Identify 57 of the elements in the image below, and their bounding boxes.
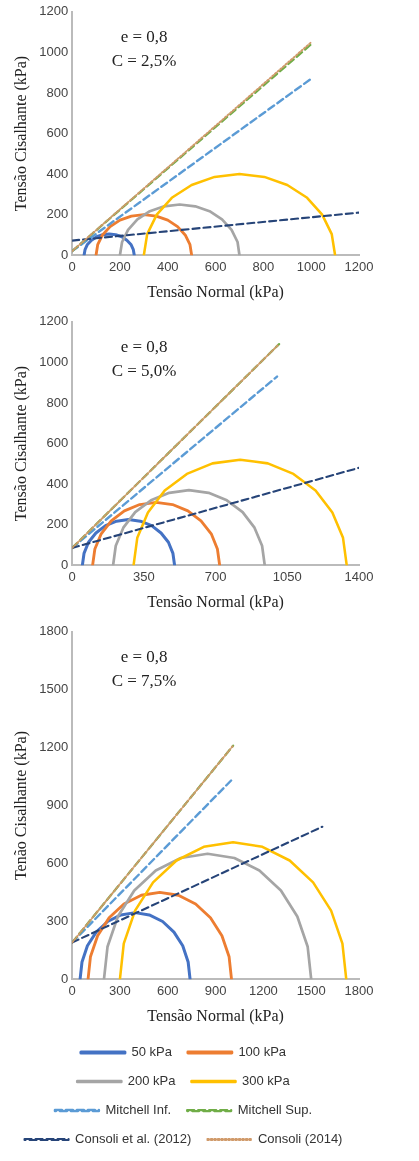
x-tick-label: 200 [109,258,131,274]
x-tick-label: 1050 [272,568,302,584]
x-tick-label: 700 [204,568,227,584]
y-tick-label: 1000 [39,43,69,59]
x-tick-label: 350 [132,568,155,584]
x-tick-label: 300 [109,982,131,998]
y-tick-label: 800 [46,84,69,100]
x-tick-label: 1400 [344,568,374,584]
y-tick-label: 800 [46,394,69,410]
y-tick-label: 0 [60,246,69,262]
y-tick-label: 200 [46,516,69,532]
y-tick-label: 400 [46,475,69,491]
x-tick-label: 1000 [296,258,326,274]
x-tick-label: 900 [204,982,227,998]
y-tick-label: 1000 [39,353,69,369]
y-tick-label: 1200 [39,739,69,755]
y-tick-label: 900 [46,797,69,813]
y-tick-label: 400 [46,165,69,181]
legend-label: 300 kPa [242,1073,291,1089]
y-tick-label: 300 [46,912,69,928]
annotation: C = 5,0% [111,361,177,381]
x-tick-label: 1500 [296,982,326,998]
y-tick-label: 0 [60,970,69,986]
y-tick-label: 1500 [39,681,69,697]
y-tick-label: 600 [46,125,69,141]
y-tick-label: 200 [46,206,69,222]
y-tick-label: 1800 [39,623,69,639]
annotation: e = 0,8 [120,337,168,357]
annotation: C = 7,5% [111,671,177,691]
x-axis-title: Tensão Normal (kPa) [147,1006,284,1025]
x-tick-label: 800 [252,258,275,274]
y-tick-label: 1200 [39,313,69,329]
y-axis-title: Tensão Cisalhante (kPa) [11,365,30,522]
legend-label: Mitchell Inf. [105,1102,172,1118]
x-axis-title: Tensão Normal (kPa) [147,282,284,301]
legend-label: 100 kPa [238,1044,287,1060]
y-tick-label: 600 [46,854,69,870]
legend-label: 200 kPa [127,1073,177,1089]
y-axis-title: Tenão Cisalhante (kPa) [11,730,30,881]
legend-label: Consoli et al. (2012) [75,1131,192,1147]
x-tick-label: 1200 [344,258,374,274]
x-tick-label: 600 [204,258,227,274]
x-tick-label: 400 [156,258,179,274]
y-tick-label: 600 [46,435,69,451]
x-tick-label: 1200 [248,982,278,998]
annotation: e = 0,8 [120,647,168,667]
y-axis-title: Tensão Cisalhante (kPa) [11,55,30,212]
x-tick-label: 600 [156,982,179,998]
x-axis-title: Tensão Normal (kPa) [147,592,284,611]
legend-label: Consoli (2014) [257,1131,343,1147]
legend-label: Mitchell Sup. [237,1102,313,1118]
annotation: C = 2,5% [111,51,177,71]
x-tick-label: 1800 [344,982,374,998]
annotation: e = 0,8 [120,27,168,47]
y-tick-label: 0 [60,556,69,572]
y-tick-label: 1200 [39,3,69,19]
legend-label: 50 kPa [131,1044,173,1060]
